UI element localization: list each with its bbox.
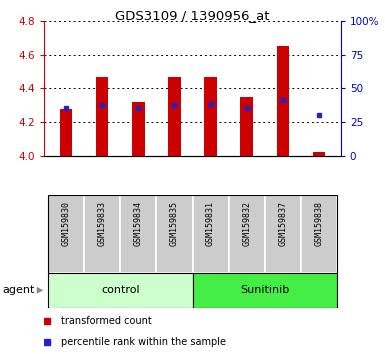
Bar [120, 195, 156, 273]
Text: GSM159838: GSM159838 [315, 201, 323, 246]
Text: transformed count: transformed count [60, 316, 151, 326]
Text: percentile rank within the sample: percentile rank within the sample [60, 337, 226, 348]
Text: GSM159835: GSM159835 [170, 201, 179, 246]
Text: GSM159834: GSM159834 [134, 201, 143, 246]
Text: agent: agent [2, 285, 34, 295]
Bar [60, 109, 72, 156]
Bar [229, 195, 265, 273]
Bar [132, 102, 145, 156]
Text: GSM159837: GSM159837 [278, 201, 287, 246]
Text: control: control [101, 285, 139, 295]
Bar [265, 195, 301, 273]
Bar [168, 77, 181, 156]
Bar [48, 273, 192, 308]
Bar [192, 273, 337, 308]
Text: GSM159830: GSM159830 [62, 201, 70, 246]
Bar [96, 77, 109, 156]
Bar [240, 97, 253, 156]
Bar [276, 46, 289, 156]
Bar [156, 195, 192, 273]
Text: GSM159832: GSM159832 [242, 201, 251, 246]
Text: GSM159833: GSM159833 [98, 201, 107, 246]
Bar [313, 153, 325, 156]
Bar [48, 195, 84, 273]
Bar [84, 195, 120, 273]
Text: GSM159831: GSM159831 [206, 201, 215, 246]
Bar [204, 77, 217, 156]
Bar [301, 195, 337, 273]
Text: Sunitinib: Sunitinib [240, 285, 290, 295]
Text: GDS3109 / 1390956_at: GDS3109 / 1390956_at [115, 9, 270, 22]
Bar [192, 195, 229, 273]
